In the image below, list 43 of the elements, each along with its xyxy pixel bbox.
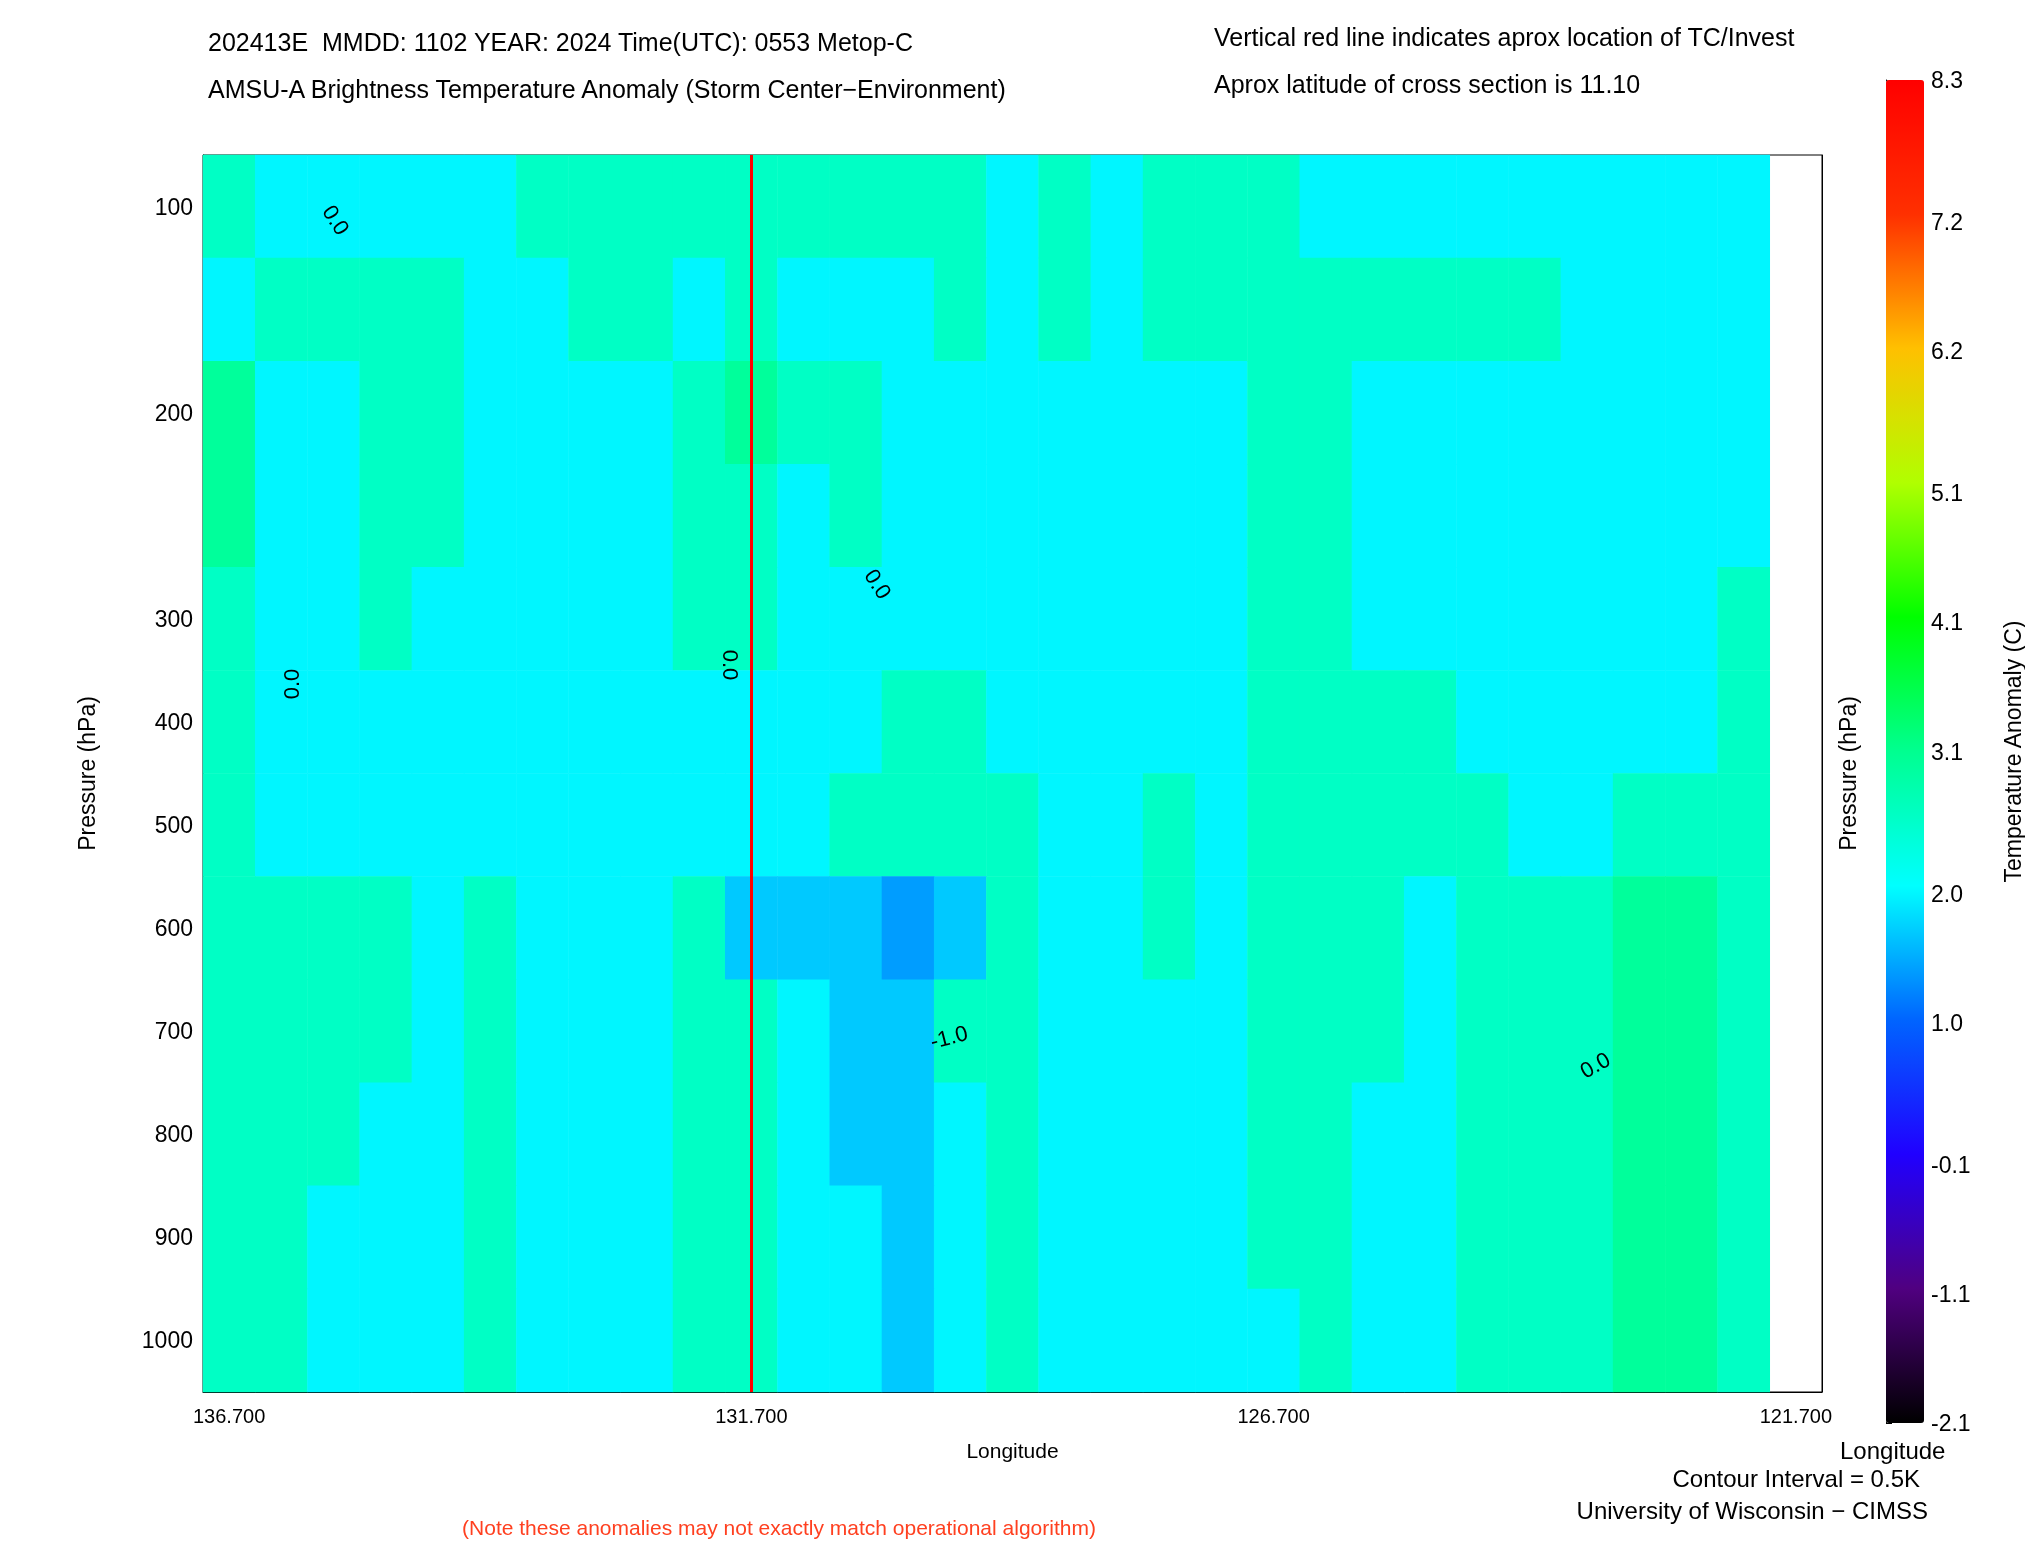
color-bar-label: 5.1 [1931,480,1963,507]
text: Contour Interval = 0.5K [1672,1464,1920,1492]
text: Longitude [1840,1436,1946,1464]
y-tick-label: 300 [154,605,193,632]
color-bar-label: -0.1 [1931,1151,1971,1178]
y-tick-label: 400 [154,708,193,735]
y-tick-label: 600 [154,915,193,942]
y-tick-label: 900 [154,1224,193,1251]
text: Vertical red line indicates aprox location of TC/Invest [1214,23,1795,51]
y-tick-label: 800 [154,1121,193,1148]
y-tick-label: 700 [154,1018,193,1045]
x-tick-label: 136.700 [192,1405,266,1427]
color-bar-label: 6.2 [1931,338,1963,365]
x-axis-title: Longitude [966,1439,1059,1462]
annotation: 0.0 [317,200,355,240]
y-tick-label: 1000 [141,1327,193,1354]
color-bar-label: 1.0 [1931,1009,1963,1036]
x-tick-label: 126.700 [1237,1405,1310,1427]
chart-title: 202413E MMDD: 1102 YEAR: 2024 Time(UTC): 0553 Metop-C [208,27,913,56]
annotation: 0.0 [1575,1046,1615,1084]
chart-subtitle: AMSU-A Brightness Temperature Anomaly (Storm Center−Environment) [208,74,1006,103]
annotation: 0.0 [717,649,743,681]
color-bar-label: -2.1 [1931,1410,1971,1436]
annotation: 0.0 [278,668,304,700]
color-bar-label: 8.3 [1931,67,1963,93]
color-bar-label: 7.2 [1931,209,1963,236]
y-tick-label: 200 [154,399,193,426]
color-bar-label: 2.0 [1931,880,1963,907]
color-bar-label: 3.1 [1931,738,1963,765]
y-tick-label: 500 [154,812,193,839]
y-axis-title: Pressure (hPa) [73,696,100,851]
text: (Note these anomalies may not exactly match operational algorithm) [462,1515,1096,1539]
text: University of Wisconsin − CIMSS [1576,1496,1928,1524]
x-tick-label: 131.700 [715,1405,788,1427]
annotation: 0.0 [859,564,897,604]
y-tick-label: 100 [154,193,193,220]
annotation: -1.0 [927,1020,971,1054]
color-bar-label: 4.1 [1931,609,1963,636]
x-tick-label: 121.700 [1759,1405,1833,1427]
color-bar-label: -1.1 [1931,1280,1971,1307]
color-bar-title: Temperature Anomaly (C) [1999,620,2025,883]
text: Aprox latitude of cross section is 11.10 [1214,70,1641,98]
y2-axis-title: Pressure (hPa) [1834,696,1861,851]
